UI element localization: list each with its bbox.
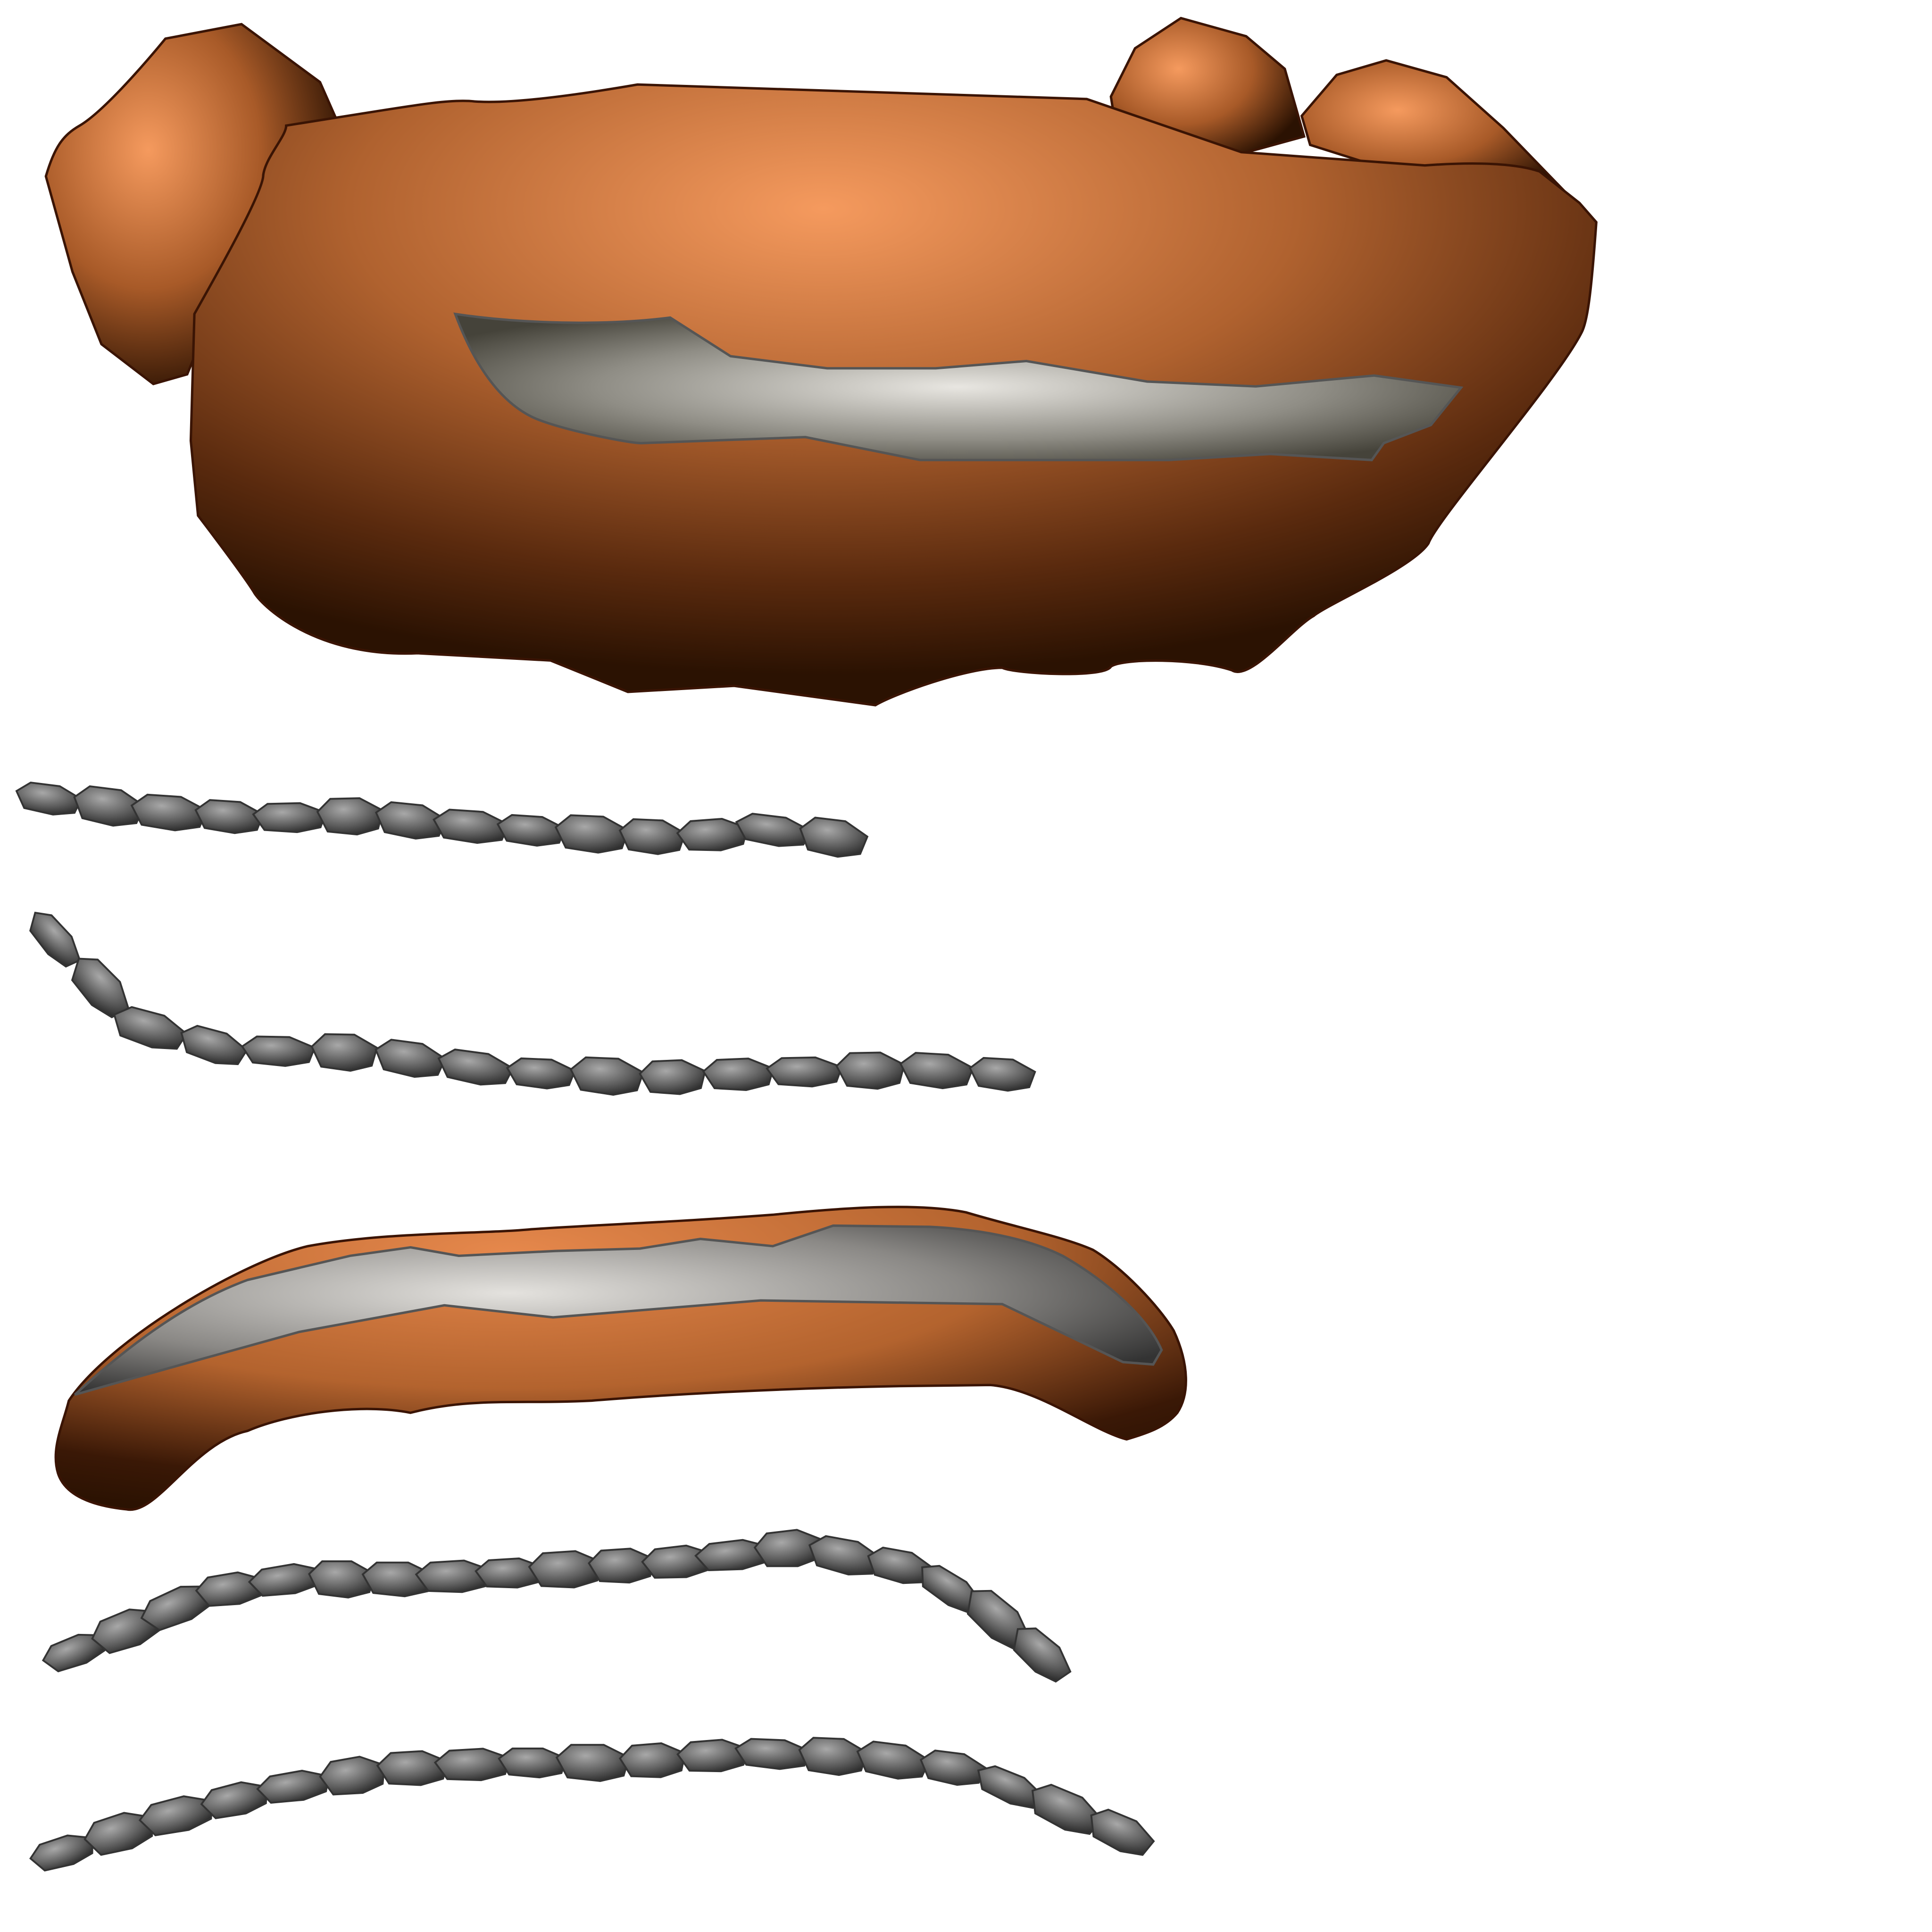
chain-bead — [29, 911, 81, 968]
chain-bead — [194, 799, 265, 834]
chain-bead — [799, 816, 869, 858]
chain-bead — [433, 1748, 511, 1782]
chain-bead — [308, 1560, 375, 1599]
chain-bead — [376, 1750, 449, 1786]
chain-bead — [506, 1057, 576, 1090]
chain-bead — [856, 1740, 931, 1780]
chain-bead — [639, 1059, 707, 1095]
island-metal-plate — [453, 312, 1464, 461]
chain-bead — [437, 1049, 514, 1086]
chain-bead — [798, 1737, 868, 1776]
chain-bead — [554, 814, 629, 854]
stone-chain-1 — [15, 782, 869, 858]
chain-bead — [1090, 1808, 1155, 1856]
chain-bead — [618, 818, 686, 855]
chain-bead — [252, 802, 327, 833]
chain-bead — [569, 1056, 644, 1096]
floating-island-large — [44, 17, 1598, 707]
chain-bead — [766, 1056, 843, 1088]
chain-bead — [498, 1747, 568, 1779]
chain-bead — [676, 1739, 749, 1773]
chain-bead — [180, 1024, 248, 1066]
chain-bead — [919, 1749, 987, 1786]
island-left-knob — [44, 23, 340, 385]
chain-bead — [130, 793, 208, 832]
curved-ledge — [54, 1206, 1187, 1511]
chain-bead — [433, 808, 510, 844]
chain-bead — [835, 1051, 906, 1090]
chain-bead — [702, 1058, 774, 1091]
chain-bead — [1013, 1627, 1072, 1683]
chain-bead — [968, 1057, 1036, 1092]
stone-chain-3 — [42, 1529, 1072, 1683]
chain-bead — [319, 1756, 385, 1796]
chain-bead — [310, 1033, 378, 1072]
chain-bead — [619, 1742, 686, 1778]
chain-bead — [899, 1052, 974, 1090]
chain-bead — [496, 814, 566, 847]
stone-chain-4 — [29, 1737, 1155, 1872]
chain-bead — [113, 1006, 188, 1050]
chain-bead — [15, 782, 83, 816]
chain-bead — [528, 1550, 603, 1589]
chain-bead — [316, 797, 384, 836]
chain-bead — [734, 1738, 812, 1770]
ledge-metal-top — [74, 1224, 1163, 1396]
chain-bead — [256, 1770, 330, 1804]
chain-bead — [375, 1039, 447, 1078]
stone-chain-2 — [29, 911, 1036, 1096]
chain-bead — [555, 1744, 631, 1782]
chain-bead — [241, 1035, 316, 1067]
